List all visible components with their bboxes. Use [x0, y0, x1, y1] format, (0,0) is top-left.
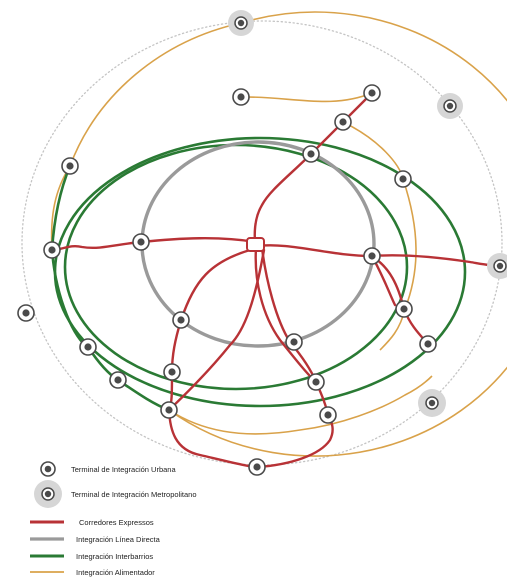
urban-terminal[interactable] — [395, 300, 413, 318]
urban-terminal[interactable] — [307, 373, 325, 391]
urban-terminal[interactable] — [132, 233, 150, 251]
urban-terminal[interactable] — [302, 145, 320, 163]
legend-label: Integración Alimentador — [76, 568, 155, 577]
corredor-bottom-loop — [167, 408, 334, 469]
corredor-north-east — [253, 91, 374, 244]
inner-alimentador-arc — [240, 92, 404, 180]
legend-item-corredores: Corredores Expressos — [30, 518, 154, 527]
urban-terminal[interactable] — [160, 401, 178, 419]
legend-item-alimentador: Integración Alimentador — [30, 568, 155, 577]
metro-terminal-southeast[interactable] — [418, 389, 446, 417]
metro-terminal-north[interactable] — [228, 10, 254, 36]
corredor-south-b — [254, 246, 318, 384]
urban-terminal[interactable] — [248, 458, 266, 476]
alimentador-bottom-arc — [168, 375, 433, 435]
corredor-west — [50, 237, 257, 252]
urban-terminal[interactable] — [363, 247, 381, 265]
corredor-diagonal — [167, 248, 266, 412]
corredor-south-a — [260, 246, 330, 417]
urban-terminal[interactable] — [79, 338, 97, 356]
legend-item-terminal-metropolitano: Terminal de Integración Metropolitano — [34, 480, 197, 508]
urban-terminal[interactable] — [61, 157, 79, 175]
urban-terminal[interactable] — [17, 304, 35, 322]
urban-terminal-icon — [40, 461, 56, 477]
legend: Terminal de Integración Urbana Terminal … — [30, 461, 197, 577]
legend-label: Integración Interbarrios — [76, 552, 153, 561]
outer-dotted-orbit — [21, 20, 503, 466]
urban-terminal[interactable] — [419, 335, 437, 353]
metropolitan-terminals — [228, 10, 507, 417]
legend-item-terminal-urbana: Terminal de Integración Urbana — [40, 461, 176, 477]
urban-terminal[interactable] — [43, 241, 61, 259]
legend-label: Terminal de Integración Metropolitano — [71, 490, 197, 499]
legend-label: Terminal de Integración Urbana — [71, 465, 176, 474]
legend-item-interbarrios: Integración Interbarrios — [30, 552, 153, 561]
urban-terminals — [17, 84, 437, 476]
outer-alimentador-ring — [168, 11, 507, 457]
urban-terminal[interactable] — [394, 170, 412, 188]
urban-terminal[interactable] — [109, 371, 127, 389]
urban-terminal[interactable] — [334, 113, 352, 131]
interbarrios-ring-2 — [63, 143, 409, 391]
urban-terminal[interactable] — [285, 333, 303, 351]
metro-terminal-northeast[interactable] — [437, 93, 463, 119]
urban-terminal[interactable] — [163, 363, 181, 381]
corredor-southwest — [167, 248, 252, 412]
legend-item-linea-directa: Integración Línea Directa — [30, 535, 161, 544]
urban-terminal[interactable] — [319, 406, 337, 424]
central-hub — [246, 237, 265, 252]
legend-label: Integración Línea Directa — [76, 535, 161, 544]
inner-alimentador-right-arc — [379, 178, 417, 351]
corredor-east — [256, 244, 502, 268]
metropolitan-terminal-icon — [34, 480, 62, 508]
urban-terminal[interactable] — [172, 311, 190, 329]
urban-terminal[interactable] — [232, 88, 250, 106]
legend-label: Corredores Expressos — [79, 518, 154, 527]
corredores-expressos-lines — [50, 91, 502, 469]
metro-terminal-east[interactable] — [487, 253, 507, 279]
outer-alimentador-top-left-arc — [69, 22, 242, 167]
urban-terminal[interactable] — [363, 84, 381, 102]
